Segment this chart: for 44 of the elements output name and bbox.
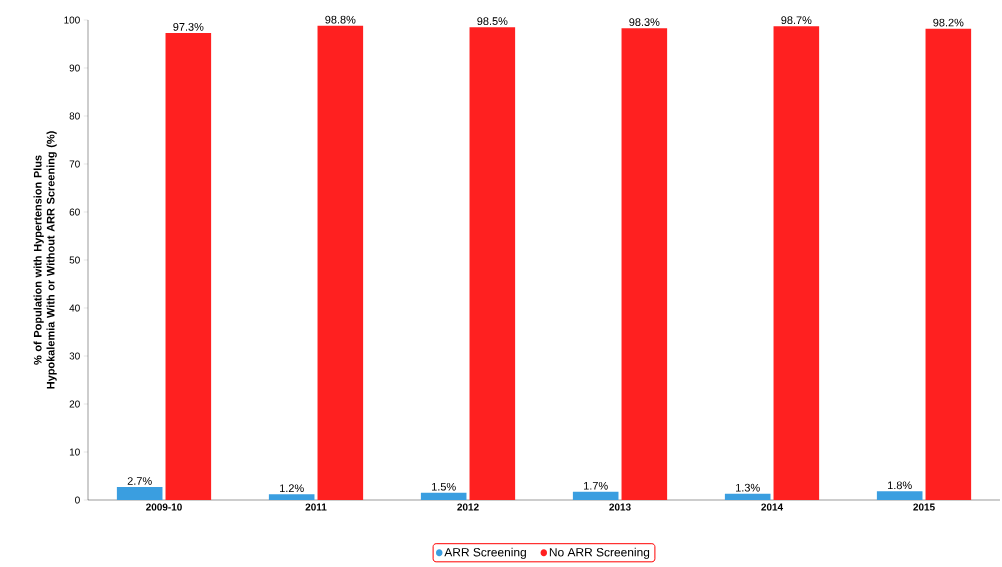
x-tick-label: 2011: [305, 503, 327, 511]
data-label: 98.8%: [325, 15, 356, 24]
bar: [876, 491, 923, 500]
data-label: 98.2%: [933, 18, 964, 27]
y-tick-label: 50: [69, 256, 80, 264]
bar: [724, 493, 771, 500]
data-label: 1.2%: [280, 484, 304, 493]
bar: [773, 26, 820, 500]
y-tick-label: 100: [64, 16, 80, 24]
x-tick-label: 2012: [457, 503, 479, 511]
bar: [572, 491, 619, 500]
data-label: 2.7%: [127, 477, 152, 485]
bar: [469, 27, 516, 500]
y-tick-label: 0: [75, 496, 80, 504]
data-label: 1.3%: [736, 483, 760, 492]
data-label: 1.5%: [432, 482, 456, 491]
y-tick-label: 10: [69, 448, 80, 456]
y-tick-label: 40: [69, 304, 80, 312]
bar: [165, 32, 212, 500]
bar: [268, 494, 315, 500]
data-label: 1.8%: [888, 481, 912, 490]
data-label: 98.5%: [477, 17, 508, 26]
y-axis-title: % of Population with Hypertension Plus Hypokalemia With or Without ARR Screening (%): [33, 131, 57, 389]
x-tick-label: 2013: [609, 503, 631, 511]
y-tick-label: 30: [69, 352, 80, 360]
y-tick-label: 90: [69, 64, 80, 72]
data-label: 98.3%: [629, 18, 660, 26]
y-tick-label: 80: [69, 112, 80, 120]
bar: [925, 28, 972, 500]
data-label: 97.3%: [173, 23, 204, 31]
bar: [420, 492, 467, 500]
bar: [116, 487, 163, 500]
legend-label: No ARR Screening: [549, 547, 650, 559]
y-tick-label: 70: [69, 160, 80, 168]
legend-label: ARR Screening: [444, 547, 526, 559]
bar: [621, 28, 668, 500]
x-tick-label: 2014: [761, 503, 784, 511]
bar: [317, 25, 364, 500]
data-label: 98.7%: [781, 16, 812, 25]
x-tick-label: 2009-10: [146, 503, 182, 511]
data-label: 1.7%: [584, 481, 608, 490]
y-tick-label: 20: [69, 400, 80, 408]
y-tick-label: 60: [69, 208, 80, 216]
x-tick-label: 2015: [913, 503, 935, 511]
